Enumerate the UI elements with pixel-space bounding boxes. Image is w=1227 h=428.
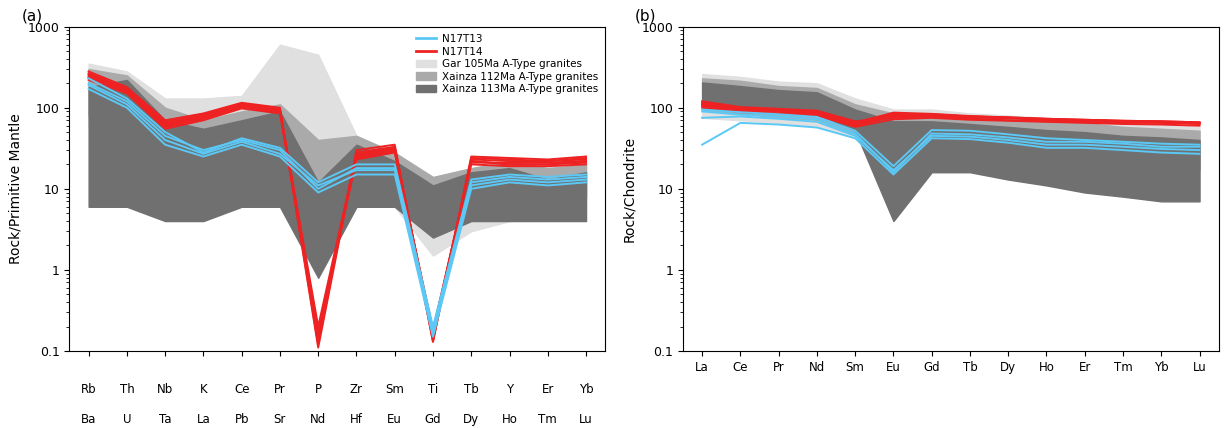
Text: La: La: [196, 413, 210, 425]
Text: Ta: Ta: [158, 413, 172, 425]
Text: (b): (b): [634, 9, 656, 24]
Text: Dy: Dy: [463, 413, 480, 425]
Text: (a): (a): [21, 9, 43, 24]
Text: Th: Th: [119, 383, 134, 396]
Legend: N17T13, N17T14, Gar 105Ma A-Type granites, Xainza 112Ma A-Type granites, Xainza : N17T13, N17T14, Gar 105Ma A-Type granite…: [413, 32, 600, 96]
Text: K: K: [200, 383, 207, 396]
Text: Rb: Rb: [81, 383, 97, 396]
Text: Ba: Ba: [81, 413, 96, 425]
Text: Y: Y: [506, 383, 513, 396]
Text: Yb: Yb: [579, 383, 594, 396]
Text: Pr: Pr: [274, 383, 286, 396]
Text: Nb: Nb: [157, 383, 173, 396]
Y-axis label: Rock/Chondrite: Rock/Chondrite: [622, 136, 636, 242]
Text: Sr: Sr: [274, 413, 286, 425]
Text: Nd: Nd: [310, 413, 326, 425]
Text: Tm: Tm: [539, 413, 557, 425]
Text: Er: Er: [541, 383, 553, 396]
Text: Sm: Sm: [385, 383, 404, 396]
Text: Pb: Pb: [234, 413, 249, 425]
Text: Ho: Ho: [502, 413, 518, 425]
Text: U: U: [123, 413, 131, 425]
Y-axis label: Rock/Primitive Mantle: Rock/Primitive Mantle: [9, 113, 22, 264]
Text: Lu: Lu: [579, 413, 593, 425]
Text: Ti: Ti: [428, 383, 438, 396]
Text: Hf: Hf: [350, 413, 363, 425]
Text: Gd: Gd: [425, 413, 442, 425]
Text: Tb: Tb: [464, 383, 479, 396]
Text: P: P: [314, 383, 321, 396]
Text: Ce: Ce: [234, 383, 249, 396]
Text: Zr: Zr: [350, 383, 363, 396]
Text: Eu: Eu: [388, 413, 402, 425]
